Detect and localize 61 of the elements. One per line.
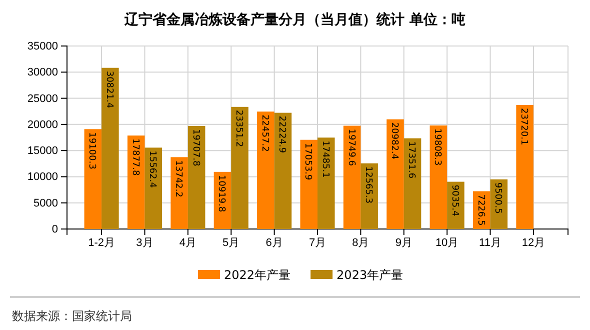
data-label: 23720.1 — [518, 108, 529, 146]
bar — [231, 106, 248, 229]
data-label: 17485.1 — [320, 140, 330, 178]
bar — [343, 126, 361, 229]
data-label: 7226.5 — [475, 194, 486, 226]
x-tick-label: 9月 — [395, 236, 412, 249]
data-label: 12565.3 — [363, 166, 374, 204]
data-label: 13742.2 — [172, 160, 183, 198]
x-tick-label: 5月 — [222, 236, 240, 249]
y-tick-label: 15000 — [27, 145, 58, 158]
data-label: 9500.5 — [492, 182, 503, 214]
x-tick-label: 4月 — [179, 236, 196, 249]
x-tick-label: 12月 — [522, 236, 546, 249]
legend-label: 2023年产量 — [336, 268, 404, 282]
y-tick-label: 20000 — [27, 118, 58, 131]
bar — [360, 163, 378, 229]
legend-label: 2022年产量 — [224, 268, 291, 282]
data-label: 22457.2 — [259, 114, 270, 152]
x-tick-label: 10月 — [435, 236, 459, 249]
bar — [188, 126, 206, 229]
data-label: 10919.8 — [216, 174, 226, 212]
data-label: 17877.8 — [130, 138, 140, 176]
y-tick-label: 25000 — [27, 92, 58, 105]
y-tick-label: 5000 — [34, 197, 58, 210]
bar — [516, 104, 534, 229]
data-label: 19749.6 — [346, 128, 356, 166]
data-label: 17351.6 — [406, 141, 416, 179]
x-tick-label: 3月 — [136, 236, 154, 249]
data-label: 15562.4 — [147, 150, 158, 188]
data-label: 30821.4 — [104, 70, 114, 108]
data-label: 23351.2 — [233, 110, 244, 148]
data-label: 19100.3 — [86, 132, 97, 170]
bar — [300, 140, 318, 229]
y-tick-label: 30000 — [27, 66, 58, 79]
bar — [127, 136, 145, 229]
y-tick-label: 10000 — [27, 171, 58, 184]
data-label: 20982.4 — [388, 122, 399, 160]
y-tick-label: 35000 — [27, 40, 58, 53]
bar — [318, 138, 335, 229]
x-tick-label: 8月 — [352, 236, 370, 249]
bar — [144, 148, 162, 229]
bar — [170, 157, 188, 229]
x-tick-label: 6月 — [266, 236, 283, 249]
x-tick-label: 1-2月 — [88, 236, 116, 249]
bar — [84, 129, 102, 229]
x-tick-label: 11月 — [479, 236, 502, 249]
data-label: 19808.3 — [432, 128, 442, 166]
y-tick-label: 0 — [52, 224, 58, 236]
bar — [257, 112, 274, 229]
data-label: 22224.9 — [276, 116, 287, 154]
bar — [404, 138, 422, 229]
data-label: 17053.9 — [302, 142, 313, 180]
x-tick-label: 7月 — [308, 236, 326, 249]
chart-title: 辽宁省金属冶炼设备产量分月（当月值）统计 单位：吨 — [124, 11, 466, 28]
bar — [102, 68, 119, 229]
bar — [386, 119, 404, 229]
bar — [430, 125, 448, 229]
data-label: 9035.4 — [449, 184, 460, 217]
data-label: 19707.8 — [190, 128, 200, 166]
source-note: 数据来源：国家统计局 — [12, 309, 132, 323]
bar — [274, 112, 292, 229]
